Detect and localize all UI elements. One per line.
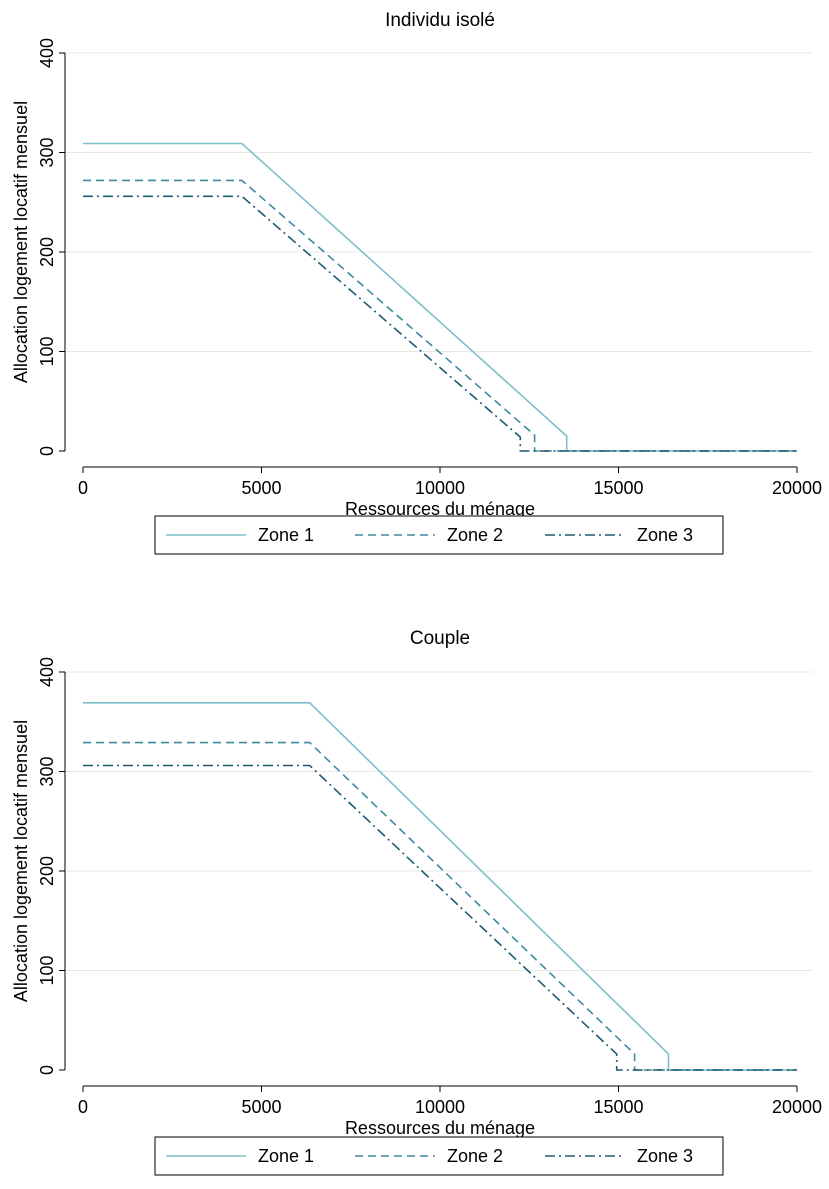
x-tick-label: 10000 <box>415 478 465 498</box>
y-tick-label: 200 <box>37 856 57 886</box>
legend-label-zone-1: Zone 1 <box>258 1146 314 1166</box>
chart-title: Couple <box>410 628 470 649</box>
x-axis-label: Ressources du ménage <box>345 499 535 519</box>
series-line-zone-3 <box>83 195 797 452</box>
y-tick-label: 300 <box>37 756 57 786</box>
legend-label-zone-1: Zone 1 <box>258 525 314 545</box>
x-tick-label: 0 <box>78 478 88 498</box>
chart-panel-2: Couple 0 100 200 300 400 0 5000 10000 15000 20000 R… <box>11 628 822 1176</box>
y-tick-label: 300 <box>37 137 57 167</box>
legend-label-zone-3: Zone 3 <box>637 1146 693 1166</box>
legend: Zone 1 Zone 2 Zone 3 <box>154 1136 724 1176</box>
y-tick-label: 100 <box>37 955 57 985</box>
y-tick-label: 200 <box>37 237 57 267</box>
legend-label-zone-2: Zone 2 <box>447 525 503 545</box>
y-tick-label: 0 <box>37 446 57 456</box>
series-line-zone-2 <box>83 741 797 1071</box>
x-tick-label: 0 <box>78 1097 88 1117</box>
chart-title: Individu isolé <box>385 10 495 31</box>
y-tick-label: 100 <box>37 336 57 366</box>
x-tick-label: 15000 <box>593 1097 643 1117</box>
y-axis-label: Allocation logement locatif mensuel <box>11 101 31 383</box>
legend-label-zone-2: Zone 2 <box>447 1146 503 1166</box>
series-line-zone-1 <box>83 701 797 1071</box>
legend-label-zone-3: Zone 3 <box>637 525 693 545</box>
x-tick-label: 5000 <box>241 478 281 498</box>
series-line-zone-1 <box>83 142 797 452</box>
x-tick-label: 20000 <box>772 478 822 498</box>
y-tick-label: 400 <box>37 657 57 687</box>
legend-box <box>154 515 724 555</box>
y-tick-label: 0 <box>37 1065 57 1075</box>
x-axis-label: Ressources du ménage <box>345 1118 535 1138</box>
chart-panel-1: Individu isolé 0 100 200 300 400 0 5000 10000 150… <box>11 10 822 555</box>
y-axis-label: Allocation logement locatif mensuel <box>11 720 31 1002</box>
x-tick-label: 20000 <box>772 1097 822 1117</box>
x-tick-label: 10000 <box>415 1097 465 1117</box>
legend: Zone 1 Zone 2 Zone 3 <box>154 515 724 555</box>
series-line-zone-3 <box>83 764 797 1071</box>
y-tick-label: 400 <box>37 38 57 68</box>
legend-box <box>154 1136 724 1176</box>
series-line-zone-2 <box>83 179 797 452</box>
x-tick-label: 5000 <box>241 1097 281 1117</box>
x-tick-label: 15000 <box>593 478 643 498</box>
